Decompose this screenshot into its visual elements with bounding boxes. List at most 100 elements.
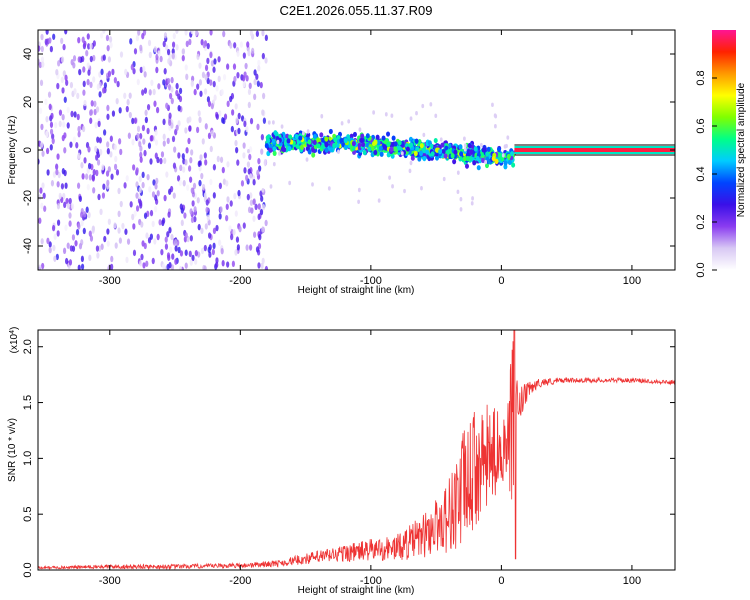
spectrogram-cell	[443, 153, 448, 159]
spectrogram-cell	[169, 246, 173, 253]
spectrogram-cell	[246, 41, 250, 48]
spectrogram-cell	[45, 147, 50, 155]
spectrogram-cell	[160, 248, 164, 256]
spectrogram-cell	[464, 163, 469, 169]
spectrogram-cell	[209, 51, 213, 59]
spectrogram-cell	[143, 149, 147, 157]
spectrogram-cell	[65, 257, 69, 265]
spectrogram-cell	[96, 159, 101, 166]
spectrogram-cell	[87, 43, 91, 50]
spectrogram-cell	[110, 263, 114, 270]
spectrogram-cell	[56, 82, 60, 90]
spectrogram-cell	[184, 262, 188, 269]
spectrogram-cell	[230, 233, 234, 241]
spectrogram-cell	[41, 61, 45, 68]
spectrogram-cell	[179, 164, 183, 172]
spectrogram-cell	[185, 40, 189, 48]
spectrogram-cell	[441, 148, 446, 155]
spectrogram-cell	[183, 212, 187, 219]
spectrogram-cell	[181, 48, 186, 55]
spectrogram-cell	[49, 45, 53, 53]
spectrogram-cell	[139, 199, 143, 207]
spectrogram-cell	[188, 38, 192, 46]
spectrogram-cell	[45, 30, 49, 35]
spectrogram-cell	[421, 103, 425, 109]
spectrogram-cell	[138, 186, 142, 194]
spectrogram-cell	[422, 155, 427, 162]
spectrogram-cell	[357, 142, 362, 148]
snr-plot-area	[38, 330, 675, 570]
spectrogram-cell	[213, 94, 217, 101]
spectrogram-cell	[471, 196, 474, 201]
spectrogram-cell	[209, 178, 213, 186]
spectrogram-cell	[247, 49, 251, 57]
spectrogram-cell	[257, 262, 261, 269]
spectrogram-cell	[272, 150, 277, 156]
spectrogram-cell	[479, 142, 483, 148]
spectrogram-cell	[95, 169, 99, 177]
spectrogram-cell	[198, 62, 202, 69]
spectrogram-cell	[136, 78, 140, 86]
spectrogram-cell	[167, 58, 171, 65]
spectrogram-cell	[261, 188, 265, 193]
spectrogram-cell	[66, 122, 70, 129]
spectrogram-cell	[175, 124, 179, 131]
spectrogram-cell	[108, 36, 113, 43]
spectrogram-cell	[78, 68, 82, 76]
spectrogram-cell	[86, 33, 90, 40]
spectrogram-cell	[218, 239, 222, 246]
snr-panel: 0.0 0.5 1.0 1.5 2.0 -300 -200 -100 0 100 Height …	[7, 327, 676, 596]
spectrogram-cell	[153, 100, 157, 107]
colorbar-tick-label: 0.0	[695, 262, 707, 277]
spectrogram-cell	[184, 232, 188, 239]
spectrogram-cell	[148, 186, 152, 193]
spectrogram-cell	[63, 132, 67, 139]
spectrogram-cell	[256, 169, 260, 177]
spectrogram-cell	[139, 44, 143, 52]
spectrogram-cell	[170, 233, 174, 241]
spectrogram-cell	[206, 77, 210, 85]
spectrogram-cell	[324, 147, 329, 153]
spectrogram-cell	[484, 159, 488, 165]
spectrogram-cell	[459, 151, 464, 157]
spectrogram-cell	[430, 151, 435, 157]
spectrogram-cell	[391, 184, 394, 189]
spectrogram-cell	[110, 173, 114, 180]
spectrogram-cell	[155, 177, 159, 185]
spectrogram-cell	[178, 87, 183, 95]
spectrogram-cell	[163, 194, 167, 202]
spectrogram-cell	[185, 73, 189, 81]
spectrogram-cell	[191, 254, 195, 262]
spectrogram-cell	[300, 144, 305, 150]
spectrogram-cell	[143, 71, 147, 78]
x-tick-label: -200	[229, 275, 251, 287]
spectrogram-cell	[168, 119, 172, 126]
spectrogram-cell	[438, 148, 443, 155]
spectrogram-cell	[469, 149, 474, 155]
spectrogram-cell	[40, 238, 44, 245]
spectrogram-cell	[386, 152, 391, 158]
spectrogram-cell	[271, 120, 275, 125]
spectrogram-cell	[75, 142, 79, 149]
spectrogram-cell	[181, 54, 185, 62]
spectrogram-cell	[83, 157, 87, 164]
spectrogram-cell	[201, 71, 206, 79]
spectrogram-cell	[166, 48, 171, 56]
spectrogram-cell	[162, 133, 166, 141]
spectrogram-cell	[229, 95, 233, 103]
spectrogram-cell	[118, 107, 122, 114]
spectrogram-cell	[147, 39, 152, 47]
spectrogram-cell	[235, 117, 239, 124]
spectrogram-cell	[115, 97, 119, 105]
spectrogram-cell	[245, 244, 249, 251]
spectrogram-y-ticks: -40 -20 0 20 40	[22, 48, 675, 254]
y-tick-label: 1.0	[22, 451, 34, 466]
spectrogram-cell	[61, 168, 65, 175]
spectrogram-cell	[263, 158, 267, 166]
spectrogram-cell	[347, 119, 351, 124]
spectrogram-cell	[257, 157, 261, 165]
spectrogram-cell	[204, 159, 208, 166]
spectrogram-cell	[168, 188, 172, 195]
spectrogram-cell	[257, 203, 261, 210]
spectrogram-cell	[175, 44, 179, 51]
